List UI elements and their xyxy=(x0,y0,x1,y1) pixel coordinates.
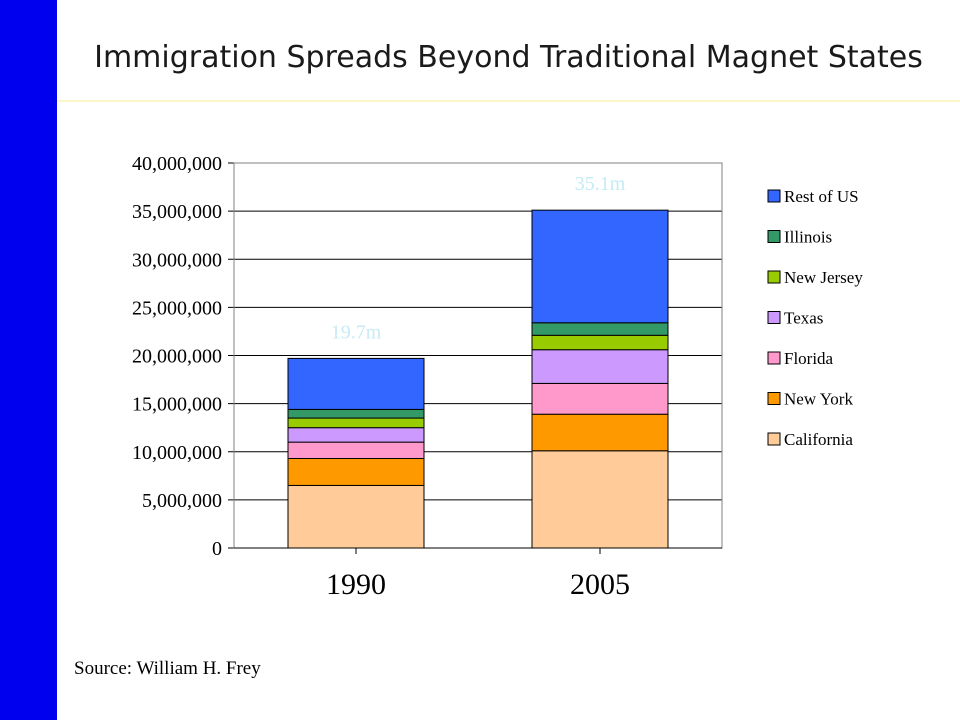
bar-segment-texas xyxy=(287,427,425,443)
y-tick-label: 40,000,000 xyxy=(132,153,222,175)
side-accent-bar xyxy=(0,0,57,720)
y-tick-label: 15,000,000 xyxy=(132,394,222,416)
y-tick-label: 5,000,000 xyxy=(142,490,222,512)
legend-label: Florida xyxy=(784,349,834,368)
legend-swatch-new-jersey xyxy=(767,270,781,284)
legend-swatch-california xyxy=(767,432,781,446)
y-tick-label: 35,000,000 xyxy=(132,201,222,223)
slide-title: Immigration Spreads Beyond Traditional M… xyxy=(94,40,923,75)
legend-swatch-rest-of-us xyxy=(767,189,781,203)
y-tick-label: 10,000,000 xyxy=(132,442,222,464)
bar-segment-new-jersey xyxy=(287,417,425,429)
source-note: Source: William H. Frey xyxy=(74,658,261,679)
bar-total-label: 35.1m xyxy=(575,173,626,195)
y-tick-label: 0 xyxy=(212,538,222,560)
x-category-label: 1990 xyxy=(326,568,386,601)
bar-segment-florida xyxy=(531,382,669,415)
bar-segment-florida xyxy=(287,441,425,459)
legend-swatch-new-york xyxy=(767,392,781,405)
bar-segment-new-jersey xyxy=(531,334,669,351)
bar-segment-illinois xyxy=(531,322,669,336)
legend-label: New Jersey xyxy=(784,268,863,287)
legend-label: Texas xyxy=(784,309,823,328)
legend-swatch-illinois xyxy=(767,230,781,243)
bar-segment-texas xyxy=(531,349,669,384)
y-tick-label: 30,000,000 xyxy=(132,249,222,271)
title-divider xyxy=(57,100,960,102)
bar-segment-california xyxy=(531,450,669,549)
bar-segment-illinois xyxy=(287,408,425,419)
legend-swatch-texas xyxy=(767,311,781,324)
legend-label: New York xyxy=(784,390,853,409)
y-tick-label: 20,000,000 xyxy=(132,346,222,368)
bar-segment-rest-of-us xyxy=(287,357,425,410)
bar-segment-new-york xyxy=(287,457,425,486)
x-category-label: 2005 xyxy=(570,568,630,601)
legend-label: California xyxy=(784,430,853,449)
legend-label: Rest of US xyxy=(784,187,859,206)
bar-segment-rest-of-us xyxy=(531,209,669,324)
y-tick-label: 25,000,000 xyxy=(132,297,222,319)
legend-label: Illinois xyxy=(784,228,832,247)
bar-segment-new-york xyxy=(531,413,669,452)
bar-total-label: 19.7m xyxy=(331,321,382,343)
bar-segment-california xyxy=(287,484,425,549)
legend-swatch-florida xyxy=(767,351,781,365)
